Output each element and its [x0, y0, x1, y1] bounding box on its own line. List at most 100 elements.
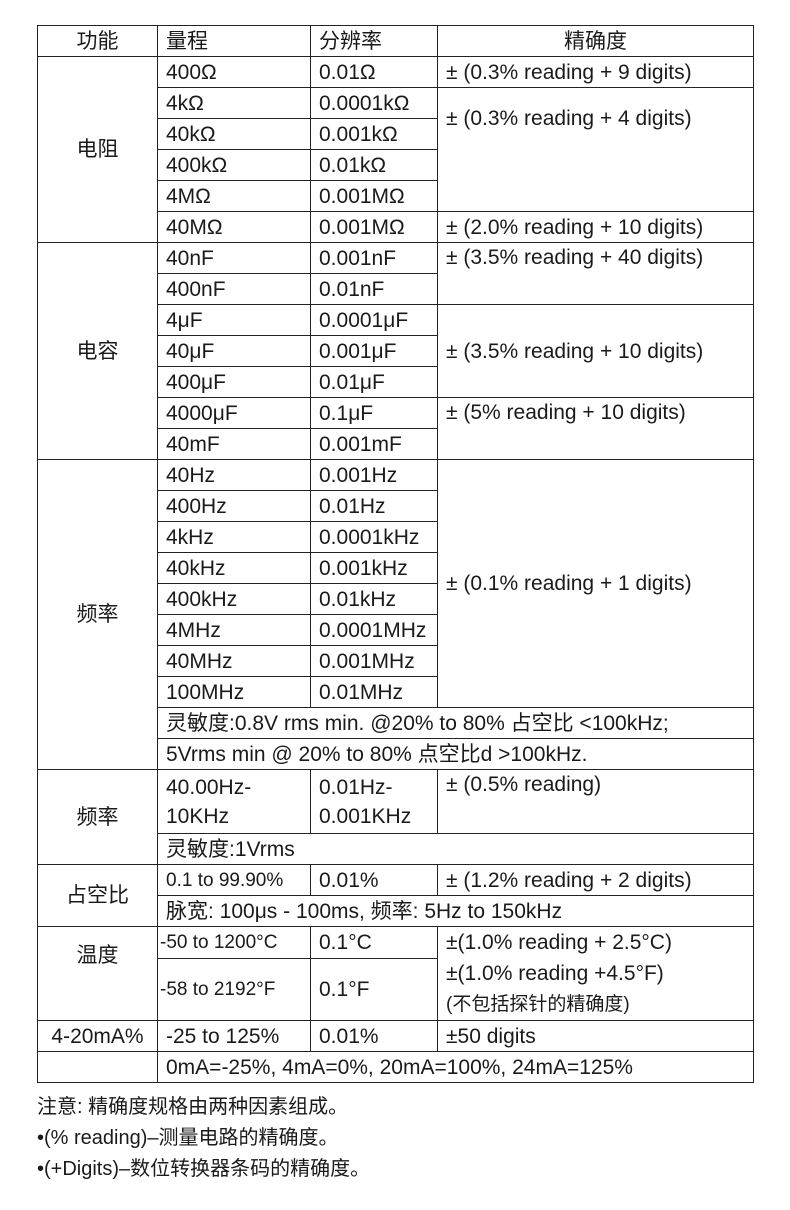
table-row: -58 to 2192°F 0.1°F: [38, 958, 754, 1021]
function-label: 频率: [37, 769, 158, 865]
resolution-cell: 0.001kΩ: [310, 118, 438, 150]
resolution-cell: 0.01kHz: [310, 583, 438, 615]
range-cell: 40kHz: [157, 552, 311, 584]
table-row: 40kHz 0.001kHz: [38, 552, 754, 584]
table-row: 40kΩ 0.001kΩ: [38, 118, 754, 150]
function-label: 温度: [37, 926, 158, 1021]
table-row: 频率 40Hz 0.001Hz ± (0.1% reading + 1 digi…: [37, 459, 754, 770]
table-row: 电容 40nF 0.001nF ± (3.5% reading + 40 dig…: [37, 242, 754, 460]
table-row: 频率 40.00Hz- 10KHz 0.01Hz- 0.001KHz ± (0.5%…: [37, 769, 754, 865]
pulse-width-cell: 脉宽: 100μs - 100ms, 频率: 5Hz to 150kHz: [157, 895, 754, 927]
resolution-cell: 0.0001kΩ: [310, 87, 438, 119]
accuracy-line: ±(1.0% reading +4.5°F): [446, 962, 664, 985]
resolution-cell: 0.01nF: [310, 273, 438, 305]
range-cell: 4kHz: [157, 521, 311, 553]
range-cell: 400Hz: [157, 490, 311, 522]
range-cell: 40MHz: [157, 645, 311, 677]
accuracy-cell: ± (3.5% reading + 10 digits): [437, 304, 754, 398]
resolution-cell: 0.01MHz: [310, 676, 438, 708]
resolution-cell: 0.01Ω: [310, 56, 438, 88]
range-cell: 40mF: [157, 428, 311, 460]
resolution-cell: 0.001MHz: [310, 645, 438, 677]
resolution-cell: 0.001nF: [310, 242, 438, 274]
sensitivity-cell: 灵敏度:0.8V rms min. @20% to 80% 占空比 <100kH…: [157, 707, 754, 739]
table-row: 40mF 0.001mF: [38, 428, 754, 460]
resolution-cell: 0.0001kHz: [310, 521, 438, 553]
accuracy-cell: ± (5% reading + 10 digits): [437, 397, 754, 460]
range-cell: 4MHz: [157, 614, 311, 646]
note-line: 注意: 精确度规格由两种因素组成。: [37, 1096, 349, 1118]
spec-table: 功能 量程 分辨率 精确度 电阻 400Ω 0.01Ω ± (0.3% read…: [37, 25, 754, 1083]
resolution-cell: 0.01Hz- 0.001KHz: [310, 769, 438, 834]
resolution-cell: 0.001MΩ: [310, 211, 438, 243]
range-line: 40.00Hz-: [166, 775, 252, 799]
table-row: 4-20mA% -25 to 125% 0.01% ±50 digits: [37, 1020, 754, 1052]
range-cell: 4MΩ: [157, 180, 311, 212]
range-cell: 400μF: [157, 366, 311, 398]
accuracy-cell: ± (0.1% reading + 1 digits): [437, 459, 754, 708]
resolution-cell: 0.001kHz: [310, 552, 438, 584]
mapping-cell: 0mA=-25%, 4mA=0%, 20mA=100%, 24mA=125%: [157, 1051, 754, 1083]
note-line: •(+Digits)–数位转换器条码的精确度。: [37, 1158, 371, 1180]
table-row: 脉宽: 100μs - 100ms, 频率: 5Hz to 150kHz: [38, 895, 754, 927]
range-cell: 400nF: [157, 273, 311, 305]
table-row: 0mA=-25%, 4mA=0%, 20mA=100%, 24mA=125%: [37, 1051, 754, 1083]
sensitivity-cell: 灵敏度:1Vrms: [157, 833, 754, 865]
range-cell: 40kΩ: [157, 118, 311, 150]
range-cell: 100MHz: [157, 676, 311, 708]
resolution-cell: 0.1°C: [310, 925, 438, 960]
resolution-line: 0.001KHz: [319, 804, 412, 828]
table-row: 4MΩ 0.001MΩ: [38, 180, 754, 212]
accuracy-line: ±(1.0% reading + 2.5°C): [446, 931, 672, 954]
table-row: 4μF 0.0001μF ± (3.5% reading + 10 digits…: [38, 304, 754, 398]
resolution-cell: 0.001Hz: [310, 459, 438, 491]
resolution-cell: 0.01kΩ: [310, 149, 438, 181]
table-row: 4000μF 0.1μF ± (5% reading + 10 digits): [38, 397, 754, 460]
header-row: 功能 量程 分辨率 精确度: [37, 25, 754, 57]
function-label: 电容: [37, 242, 158, 460]
accuracy-cell: ± (3.5% reading + 40 digits): [437, 242, 754, 305]
table-row: 40μF 0.001μF: [38, 335, 754, 367]
range-cell: 4000μF: [157, 397, 311, 429]
table-row: 400kΩ 0.01kΩ: [38, 149, 754, 181]
accuracy-cell: ±50 digits: [437, 1020, 754, 1052]
table-row: 电阻 400Ω 0.01Ω ± (0.3% reading + 9 digits…: [37, 56, 754, 243]
notes: 注意: 精确度规格由两种因素组成。 •(% reading)–测量电路的精确度。…: [37, 1092, 370, 1185]
table-row: 40MΩ 0.001MΩ ± (2.0% reading + 10 digits…: [38, 211, 754, 243]
resolution-cell: 0.001mF: [310, 428, 438, 460]
range-cell: 400Ω: [157, 56, 311, 88]
resolution-cell: 0.1μF: [310, 397, 438, 429]
resolution-cell: 0.001MΩ: [310, 180, 438, 212]
function-label: 4-20mA%: [37, 1020, 158, 1052]
range-cell: 40MΩ: [157, 211, 311, 243]
header-resolution: 分辨率: [310, 25, 438, 57]
range-cell: 40.00Hz- 10KHz: [157, 769, 311, 834]
note-line: •(% reading)–测量电路的精确度。: [37, 1127, 339, 1149]
accuracy-line: (不包括探针的精确度): [446, 994, 630, 1015]
range-cell: 0.1 to 99.90%: [157, 864, 311, 896]
function-label: 频率: [37, 459, 158, 770]
header-accuracy: 精确度: [437, 25, 754, 57]
resolution-cell: 0.01%: [310, 864, 438, 896]
table-row: 占空比 0.1 to 99.90% 0.01% ± (1.2% reading …: [37, 864, 754, 927]
range-cell: -50 to 1200°C: [157, 925, 311, 960]
resolution-line: 0.01Hz-: [319, 775, 393, 799]
sensitivity-cell: 5Vrms min @ 20% to 80% 点空比d >100kHz.: [157, 738, 754, 770]
range-cell: 40nF: [157, 242, 311, 274]
accuracy-cell: ± (2.0% reading + 10 digits): [437, 211, 754, 243]
table-row: 400Hz 0.01Hz: [38, 490, 754, 522]
accuracy-cell: ±(1.0% reading + 2.5°C) ±(1.0% reading +…: [437, 926, 754, 1021]
range-cell: 400kHz: [157, 583, 311, 615]
accuracy-cell: ± (1.2% reading + 2 digits): [437, 864, 754, 896]
table-row: 400nF 0.01nF: [38, 273, 754, 305]
table-row: 100MHz 0.01MHz: [38, 676, 754, 708]
accuracy-cell: ± (0.3% reading + 4 digits): [437, 87, 754, 212]
function-label: 电阻: [37, 56, 158, 243]
resolution-cell: 0.001μF: [310, 335, 438, 367]
resolution-cell: 0.1°F: [310, 958, 438, 1021]
resolution-cell: 0.01%: [310, 1020, 438, 1052]
range-cell: 40Hz: [157, 459, 311, 491]
table-row: 温度 -50 to 1200°C 0.1°C ±(1.0% reading + …: [37, 925, 754, 1021]
range-cell: 4kΩ: [157, 87, 311, 119]
resolution-cell: 0.01Hz: [310, 490, 438, 522]
